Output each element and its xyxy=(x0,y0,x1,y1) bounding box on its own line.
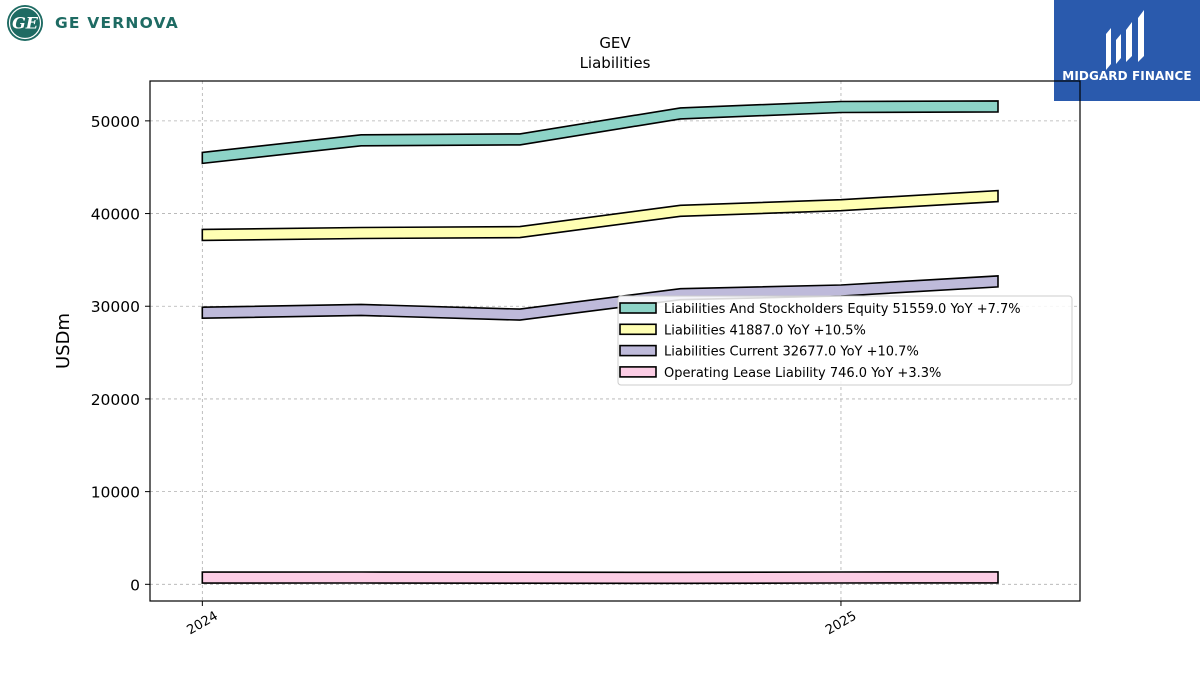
chart-subtitle: Liabilities xyxy=(580,54,651,72)
legend-swatch xyxy=(619,302,657,314)
y-tick-label: 10000 xyxy=(91,484,140,502)
brand-name: GE VERNOVA xyxy=(55,14,179,32)
legend: Liabilities And Stockholders Equity 5155… xyxy=(617,295,1073,386)
y-tick-label: 40000 xyxy=(91,206,140,224)
midgard-m-icon xyxy=(1106,10,1144,70)
x-tick-label: 2024 xyxy=(185,609,221,639)
series-areas xyxy=(201,100,999,585)
legend-label: Liabilities 41887.0 YoY +10.5% xyxy=(664,323,866,338)
legend-label: Liabilities Current 32677.0 YoY +10.7% xyxy=(664,345,919,360)
plot-frame xyxy=(149,80,1081,602)
midgard-finance-logo: MIDGARD FINANCE xyxy=(1054,0,1200,101)
y-tick-label: 0 xyxy=(130,576,140,594)
series-area-1 xyxy=(201,100,999,165)
legend-swatch xyxy=(619,323,657,336)
legend-label: Operating Lease Liability 746.0 YoY +3.3… xyxy=(664,366,941,381)
y-tick-label: 30000 xyxy=(91,298,140,316)
series-area-3 xyxy=(201,275,999,321)
ge-logo-icon: GE xyxy=(7,5,43,41)
x-axis-ticks: 2024 2025 xyxy=(185,601,859,639)
y-axis-label: USDm xyxy=(53,313,74,369)
chart-title: GEV xyxy=(599,34,631,52)
series-area-4 xyxy=(201,571,999,585)
legend-swatch xyxy=(619,344,657,357)
midgard-finance-text: MIDGARD FINANCE xyxy=(1062,69,1192,83)
y-tick-label: 50000 xyxy=(91,113,140,131)
x-tick-label: 2025 xyxy=(823,609,859,639)
y-axis-ticks: 0 10000 20000 30000 40000 50000 xyxy=(91,113,150,594)
legend-box xyxy=(617,295,1073,386)
series-area-2 xyxy=(201,189,999,242)
ge-vernova-brand: GE GE VERNOVA xyxy=(6,4,179,42)
legend-swatch xyxy=(619,366,657,378)
legend-label: Liabilities And Stockholders Equity 5155… xyxy=(664,302,1021,317)
ge-logo-text: GE xyxy=(12,14,39,33)
y-tick-label: 20000 xyxy=(91,391,140,409)
